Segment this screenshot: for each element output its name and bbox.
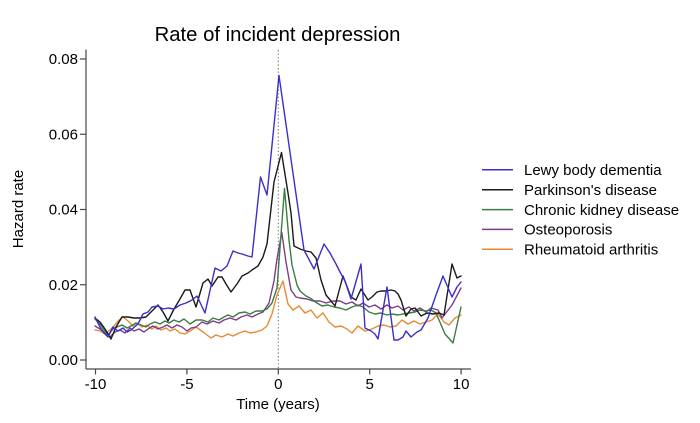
svg-text:5: 5 xyxy=(366,376,374,393)
svg-text:Time (years): Time (years) xyxy=(236,396,320,413)
svg-text:Parkinson's disease: Parkinson's disease xyxy=(524,182,657,199)
svg-text:Rheumatoid arthritis: Rheumatoid arthritis xyxy=(524,242,658,259)
svg-text:-5: -5 xyxy=(180,376,193,393)
svg-text:0.06: 0.06 xyxy=(49,126,78,143)
svg-text:0.00: 0.00 xyxy=(49,352,78,369)
svg-text:Hazard rate: Hazard rate xyxy=(10,170,27,248)
svg-text:0: 0 xyxy=(274,376,282,393)
svg-text:Rate of incident depression: Rate of incident depression xyxy=(155,24,401,46)
svg-text:Lewy body dementia: Lewy body dementia xyxy=(524,162,662,179)
svg-text:0.04: 0.04 xyxy=(49,202,78,219)
svg-text:0.02: 0.02 xyxy=(49,277,78,294)
svg-text:10: 10 xyxy=(453,376,470,393)
svg-text:Osteoporosis: Osteoporosis xyxy=(524,222,612,239)
svg-text:0.08: 0.08 xyxy=(49,51,78,68)
svg-text:Chronic kidney disease: Chronic kidney disease xyxy=(524,202,679,219)
svg-text:-10: -10 xyxy=(85,376,107,393)
